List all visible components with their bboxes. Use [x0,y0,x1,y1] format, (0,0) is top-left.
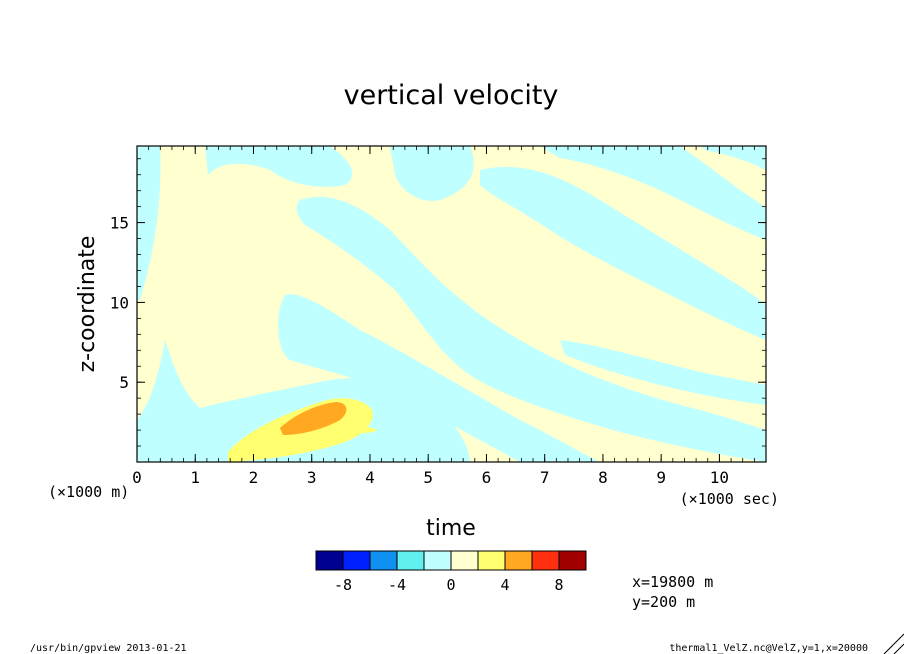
colorbar-swatch [558,550,587,571]
x-tick-label: 2 [249,468,259,487]
y-tick-label: 5 [119,373,129,392]
y-tick-label: 10 [110,293,129,312]
colorbar-tick-label: -8 [334,576,352,594]
colorbar-swatch [477,550,506,571]
plot-area [137,146,766,462]
annotation-y: y=200 m [632,593,695,611]
contour-band-negative-10 [385,369,428,384]
contour-band-negative-1 [137,340,470,462]
contour-bands [137,146,766,462]
contour-band-negative-7 [540,146,766,240]
colorbar-tick-label: -4 [388,576,406,594]
colorbar-swatch [396,550,425,571]
contour-band-positive-4to6 [280,402,347,435]
contour-band-negative-2 [278,294,600,462]
corner-mark [883,633,904,654]
x-tick-label: 10 [710,468,729,487]
x-tick-label: 0 [132,468,142,487]
x-tick-label: 6 [482,468,492,487]
x-tick-label: 4 [365,468,375,487]
x-axis: 0 1 2 3 4 5 6 7 8 9 10 [132,146,767,487]
colorbar-swatch [531,550,560,571]
y-axis: 5 10 15 [110,158,766,447]
colorbar-swatch [369,550,398,571]
contour-band-negative-6 [480,166,766,340]
x-axis-label: time [426,516,476,541]
colorbar-tick-label: 4 [500,576,509,594]
y-axis-label: z-coordinate [75,236,100,373]
contour-band-negative-8 [700,146,766,170]
x-unit-label: (×1000 sec) [680,490,779,508]
colorbar-swatch [504,550,533,571]
colorbar-swatch [423,550,452,571]
colorbar-swatch [342,550,371,571]
footer-left: /usr/bin/gpview 2013-01-21 [30,643,187,654]
annotation-x: x=19800 m [632,573,713,591]
colorbar-tick-label: 0 [446,576,455,594]
contour-band-negative-5 [390,146,474,201]
x-tick-label: 3 [307,468,317,487]
contour-band-negative-4 [205,146,353,187]
x-tick-label: 9 [656,468,666,487]
x-tick-label: 8 [598,468,608,487]
footer-right: thermal1_VelZ.nc@VelZ,y=1,x=20000 [669,643,868,654]
colorbar-tick-label: 8 [554,576,563,594]
x-tick-label: 7 [540,468,550,487]
contour-band-negative-9 [560,340,766,405]
contour-band-negative-0 [137,146,161,300]
x-tick-label: 1 [190,468,200,487]
chart-title: vertical velocity [344,80,559,111]
y-unit-label: (×1000 m) [48,483,129,501]
x-tick-label: 5 [423,468,433,487]
contour-band-positive-small [340,426,377,434]
y-tick-label: 15 [110,214,129,233]
colorbar: -8 -4 0 4 8 [315,550,587,594]
colorbar-swatch [315,550,344,571]
contour-band-negative-3 [296,196,766,462]
colorbar-swatch [450,550,479,571]
